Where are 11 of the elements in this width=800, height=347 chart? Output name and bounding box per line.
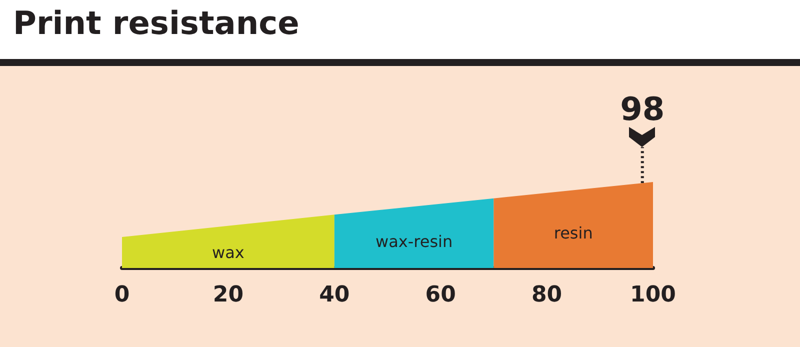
series-label: wax-resin bbox=[375, 232, 453, 251]
x-tick-label: 60 bbox=[425, 282, 456, 308]
ref-line-label: 98 bbox=[620, 90, 665, 128]
series-label: resin bbox=[554, 224, 593, 243]
x-tick-label: 100 bbox=[630, 282, 676, 308]
chart-title: Print resistance bbox=[13, 4, 300, 42]
x-tick-label: 80 bbox=[531, 282, 562, 308]
x-tick-label: 40 bbox=[319, 282, 350, 308]
series-label: wax bbox=[212, 243, 244, 262]
x-tick-label: 0 bbox=[114, 282, 130, 308]
x-tick-label: 20 bbox=[212, 282, 244, 308]
